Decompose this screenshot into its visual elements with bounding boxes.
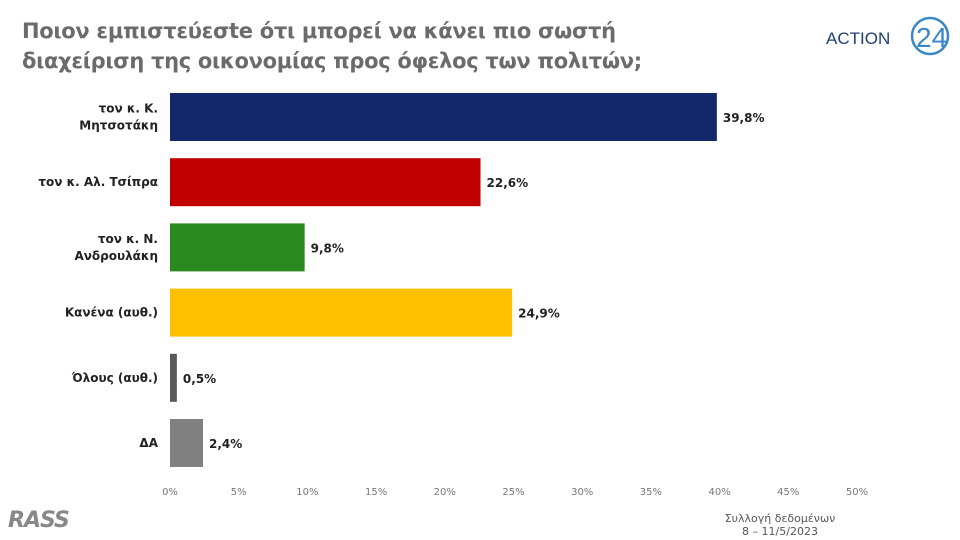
x-tick-label: 10% xyxy=(296,487,318,498)
data-label: 39,8% xyxy=(723,111,765,125)
category-label: Όλους (αυθ.) xyxy=(71,371,158,385)
svg-text:ACTION: ACTION xyxy=(826,29,890,48)
bar xyxy=(170,288,513,337)
bar xyxy=(170,353,177,402)
bar xyxy=(170,223,305,272)
data-label: 2,4% xyxy=(209,437,242,451)
category-label: Μητσοτάκη xyxy=(79,119,158,133)
data-label: 0,5% xyxy=(183,372,216,386)
x-tick-label: 35% xyxy=(640,487,662,498)
category-label: τον κ. Ν. xyxy=(98,232,158,246)
note-line2: 8 – 11/5/2023 xyxy=(742,525,818,538)
category-label: τον κ. Αλ. Τσίπρα xyxy=(38,175,158,189)
category-label: ΔΑ xyxy=(139,436,158,450)
x-tick-label: 40% xyxy=(708,487,730,498)
category-label: Κανένα (αυθ.) xyxy=(65,306,158,320)
data-label: 9,8% xyxy=(311,241,344,255)
data-collection-note: Συλλογή δεδομένων 8 – 11/5/2023 xyxy=(700,512,860,538)
x-tick-label: 45% xyxy=(777,487,799,498)
category-label: Ανδρουλάκη xyxy=(74,249,158,263)
x-tick-label: 20% xyxy=(434,487,456,498)
x-tick-label: 0% xyxy=(162,487,178,498)
action24-logo: ACTION 24 xyxy=(826,16,950,56)
x-tick-label: 50% xyxy=(846,487,868,498)
svg-text:24: 24 xyxy=(916,22,947,53)
x-tick-label: 25% xyxy=(502,487,524,498)
bar xyxy=(170,93,717,141)
x-tick-label: 5% xyxy=(231,487,247,498)
bar xyxy=(170,419,203,467)
data-label: 22,6% xyxy=(487,176,529,190)
note-line1: Συλλογή δεδομένων xyxy=(724,512,836,525)
bar xyxy=(170,158,481,207)
rass-logo: RASS xyxy=(8,508,70,533)
x-tick-label: 15% xyxy=(365,487,387,498)
chart-title: Ποιον εμπιστεύεσte ότι μπορεί να κάνει π… xyxy=(22,19,642,73)
data-label: 24,9% xyxy=(518,307,560,321)
x-tick-label: 30% xyxy=(571,487,593,498)
category-label: τον κ. Κ. xyxy=(99,102,158,116)
